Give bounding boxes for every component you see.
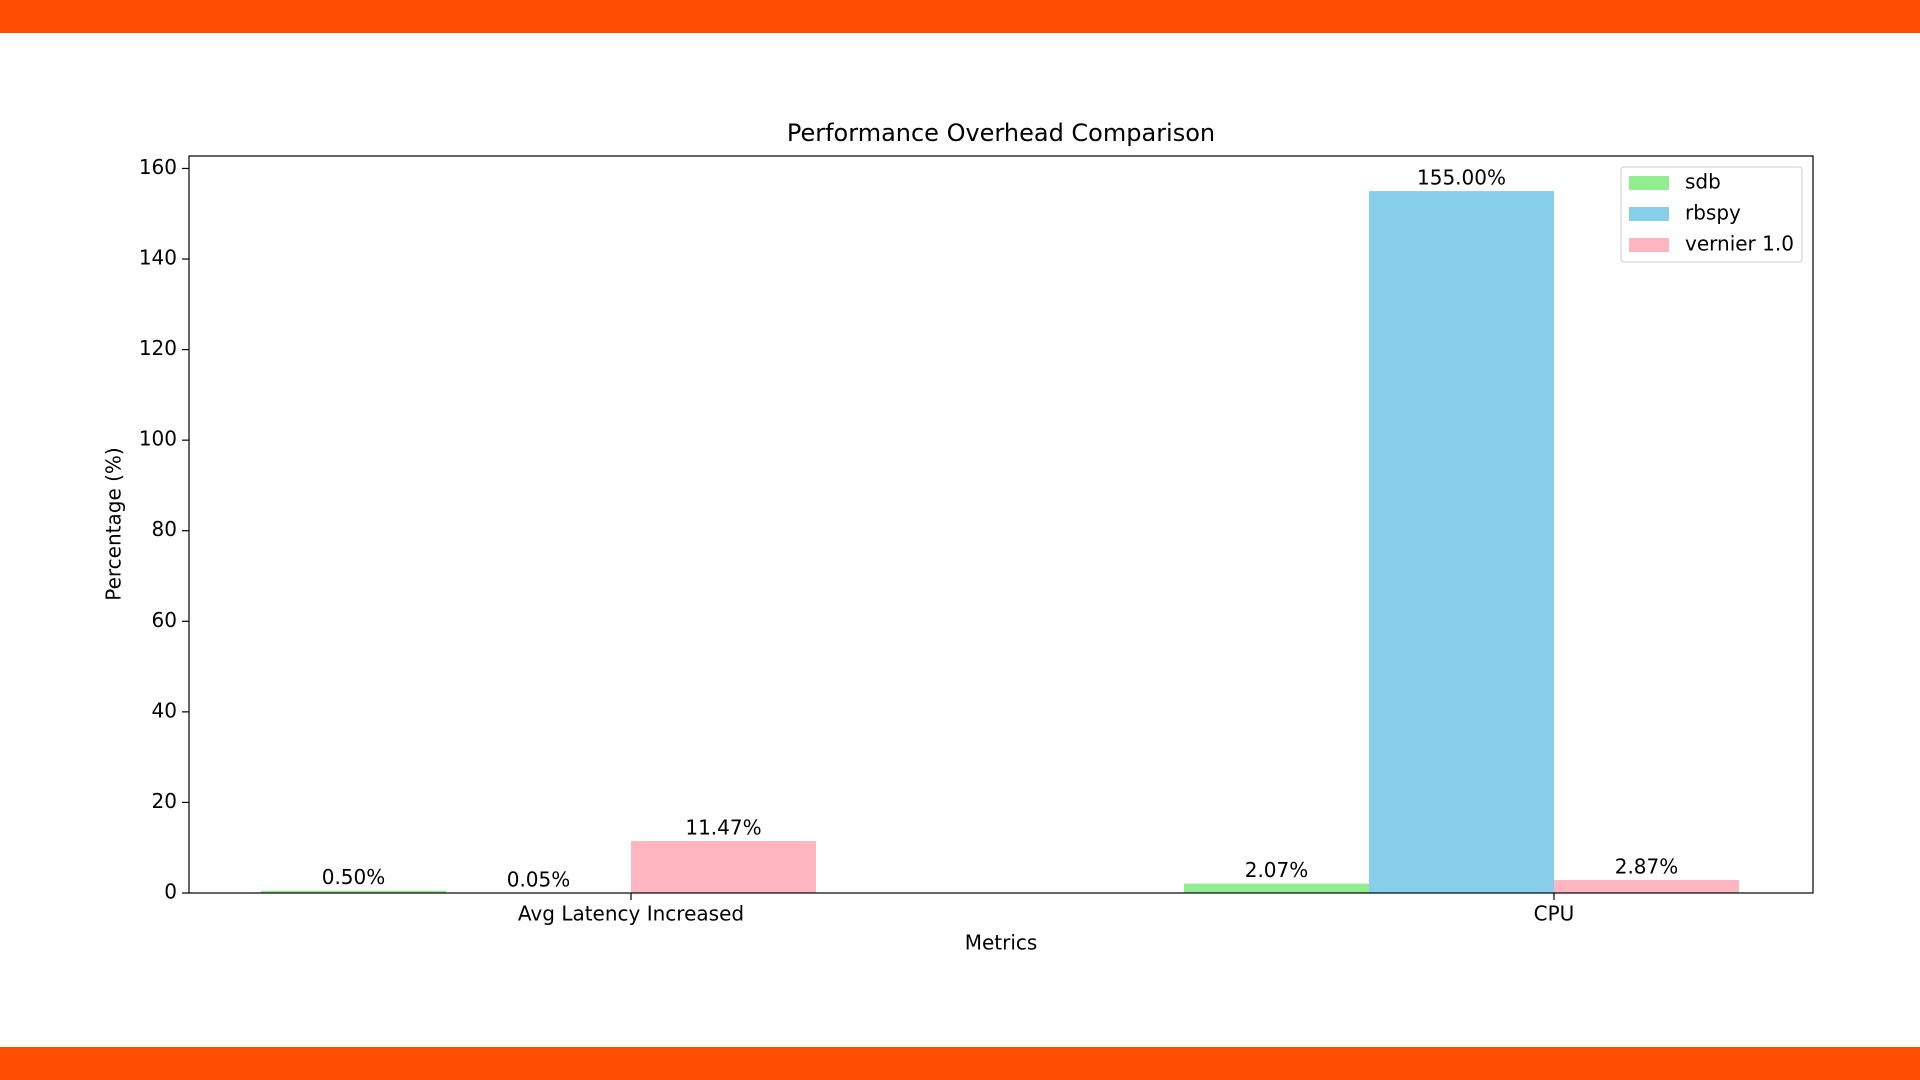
- y-tick-label: 140: [139, 246, 177, 270]
- y-tick-label: 120: [139, 336, 177, 360]
- bottom-band: [0, 1047, 1920, 1080]
- y-tick-label: 80: [152, 517, 177, 541]
- bar: [261, 890, 446, 893]
- y-tick-label: 60: [152, 608, 177, 632]
- value-label: 155.00%: [1417, 166, 1506, 190]
- x-axis-label: Metrics: [965, 931, 1038, 955]
- legend-swatch: [1629, 238, 1669, 252]
- bar: [631, 841, 816, 893]
- value-label: 11.47%: [685, 816, 761, 840]
- bar: [1184, 883, 1369, 893]
- y-tick-label: 160: [139, 155, 177, 179]
- y-tick-label: 100: [139, 427, 177, 451]
- y-axis-label: Percentage (%): [102, 447, 126, 600]
- legend-swatch: [1629, 207, 1669, 221]
- bar: [1554, 880, 1739, 893]
- top-band: [0, 0, 1920, 33]
- x-tick-label: Avg Latency Increased: [518, 902, 744, 926]
- value-label: 2.07%: [1245, 858, 1309, 882]
- value-label: 2.87%: [1615, 855, 1679, 879]
- y-tick-label: 0: [164, 880, 177, 904]
- legend-swatch: [1629, 176, 1669, 190]
- y-tick-label: 40: [152, 698, 177, 722]
- y-tick-label: 20: [152, 789, 177, 813]
- bar: [1369, 191, 1554, 894]
- legend-label: sdb: [1685, 170, 1721, 194]
- legend-label: rbspy: [1685, 201, 1741, 225]
- x-tick-label: CPU: [1534, 902, 1575, 926]
- chart-title: Performance Overhead Comparison: [787, 119, 1215, 147]
- value-label: 0.05%: [507, 867, 571, 891]
- value-label: 0.50%: [322, 865, 386, 889]
- plot-frame: [188, 155, 1814, 894]
- legend-label: vernier 1.0: [1685, 232, 1794, 256]
